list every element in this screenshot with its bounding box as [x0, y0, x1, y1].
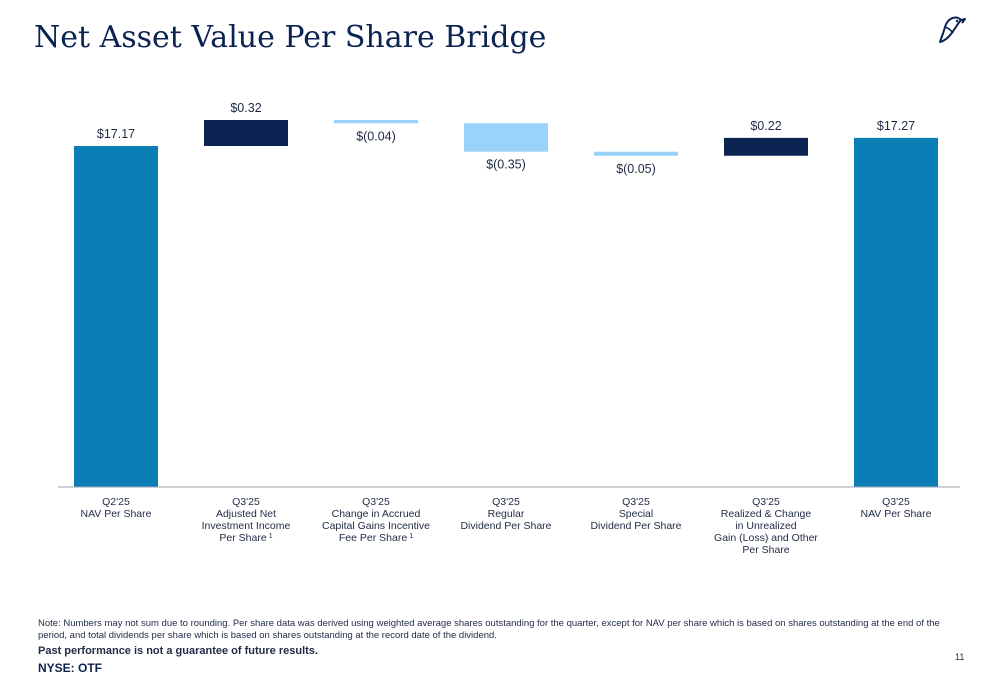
- disclaimer: Past performance is not a guarantee of f…: [38, 645, 318, 657]
- category-label-5-2: in Unrealized: [735, 520, 796, 532]
- category-label-1-2: Investment Income: [202, 520, 291, 532]
- category-label-6-0: Q3'25: [882, 496, 910, 508]
- waterfall-bar-1: [204, 120, 288, 146]
- category-label-5-1: Realized & Change: [721, 508, 812, 520]
- category-label-2-3: Fee Per Share 1: [339, 532, 413, 544]
- category-label-3-1: Regular: [488, 508, 525, 520]
- category-label-6-1: NAV Per Share: [860, 508, 931, 520]
- page-number: 11: [955, 652, 965, 662]
- waterfall-bar-2: [334, 120, 418, 124]
- page-title: Net Asset Value Per Share Bridge: [34, 20, 547, 55]
- waterfall-bar-4: [594, 151, 678, 156]
- data-label-6: $17.27: [877, 119, 915, 133]
- category-label-4-0: Q3'25: [622, 496, 650, 508]
- category-label-5-4: Per Share: [742, 544, 789, 556]
- data-label-1: $0.32: [230, 101, 261, 115]
- data-label-4: $(0.05): [616, 162, 656, 176]
- waterfall-bar-3: [464, 123, 548, 152]
- waterfall-bar-0: [74, 146, 158, 487]
- category-label-1-3: Per Share 1: [219, 532, 272, 544]
- category-label-5-0: Q3'25: [752, 496, 780, 508]
- category-label-2-2: Capital Gains Incentive: [322, 520, 430, 532]
- waterfall-bar-5: [724, 137, 808, 156]
- category-label-4-1: Special: [619, 508, 653, 520]
- data-label-0: $17.17: [97, 127, 135, 141]
- category-label-3-2: Dividend Per Share: [460, 520, 551, 532]
- data-label-2: $(0.04): [356, 129, 396, 143]
- footnote-marker-1: 1: [269, 533, 273, 540]
- category-label-2-0: Q3'25: [362, 496, 390, 508]
- data-label-5: $0.22: [750, 119, 781, 133]
- footnote: Note: Numbers may not sum due to roundin…: [38, 618, 940, 641]
- category-label-0-1: NAV Per Share: [80, 508, 151, 520]
- category-label-3-0: Q3'25: [492, 496, 520, 508]
- waterfall-bar-6: [854, 137, 938, 487]
- data-label-3: $(0.35): [486, 158, 526, 172]
- category-label-2-1: Change in Accrued: [332, 508, 421, 520]
- category-label-1-1: Adjusted Net: [216, 508, 276, 520]
- category-label-5-3: Gain (Loss) and Other: [714, 532, 818, 544]
- category-label-0-0: Q2'25: [102, 496, 130, 508]
- footnote-marker-2: 1: [409, 533, 413, 540]
- category-label-1-0: Q3'25: [232, 496, 260, 508]
- bird-logo-icon: [939, 16, 966, 43]
- ticker-symbol: NYSE: OTF: [38, 661, 103, 675]
- category-label-4-2: Dividend Per Share: [590, 520, 681, 532]
